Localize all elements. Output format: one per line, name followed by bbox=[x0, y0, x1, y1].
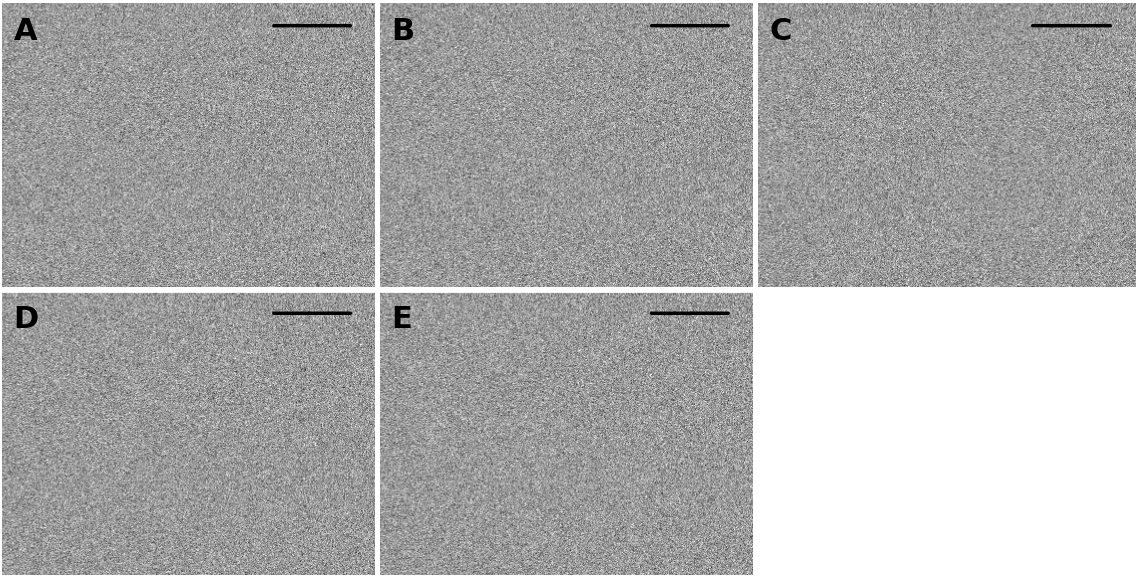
Text: B: B bbox=[391, 17, 414, 46]
Text: D: D bbox=[14, 304, 39, 333]
Text: C: C bbox=[769, 17, 792, 46]
Text: A: A bbox=[14, 17, 38, 46]
Text: E: E bbox=[391, 304, 412, 333]
